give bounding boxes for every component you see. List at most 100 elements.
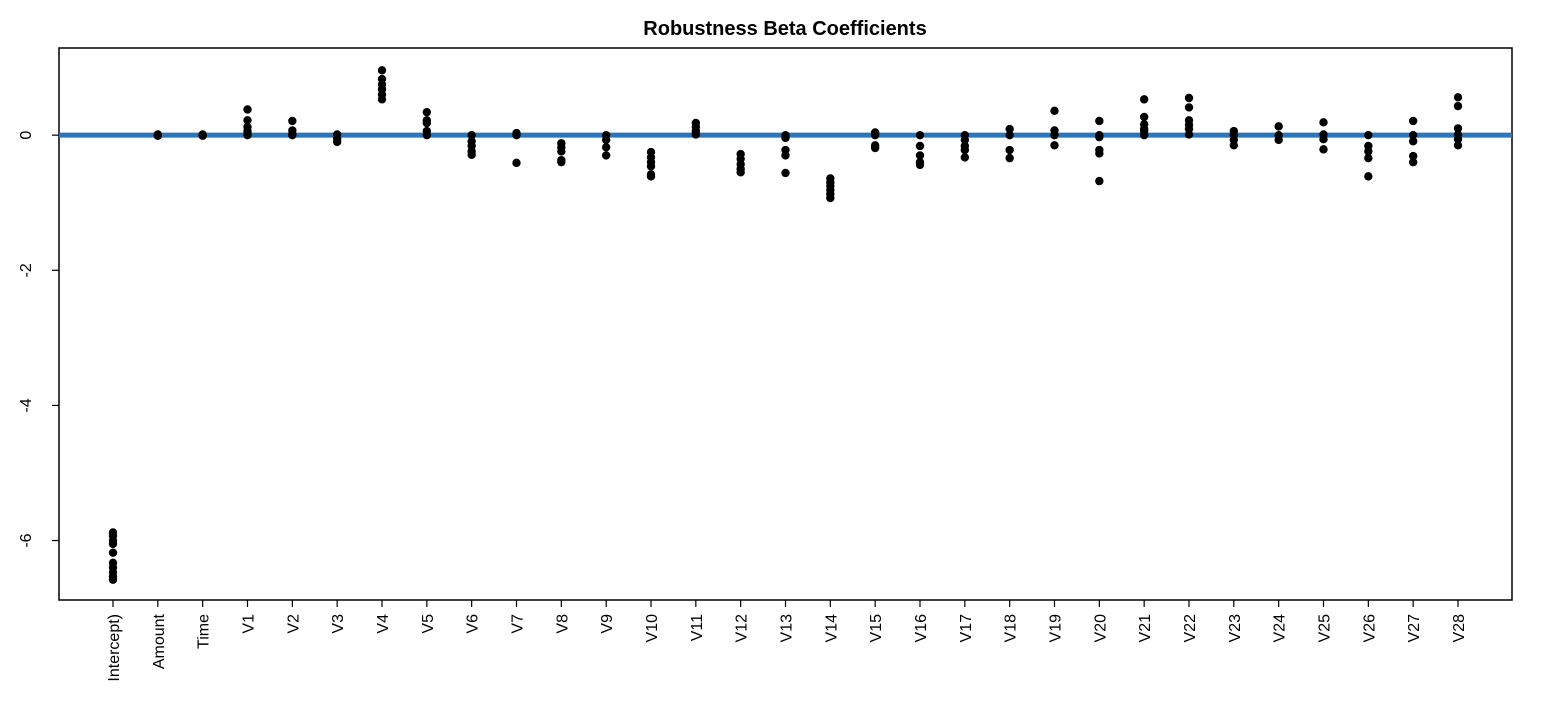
point [1453,124,1463,133]
x-tick-label: V22 [1182,614,1199,643]
point [1095,176,1104,186]
point [1408,130,1418,140]
point [377,95,387,104]
point [198,131,207,141]
point [781,168,790,178]
point [108,548,118,557]
point [1408,151,1418,161]
point [1184,93,1194,103]
point [1005,130,1014,140]
point [1408,137,1418,146]
point [1095,149,1104,158]
point [915,151,925,160]
point [646,162,656,171]
point [781,151,790,160]
x-tick-label: V20 [1092,614,1109,643]
point [1364,153,1373,163]
point [153,131,163,141]
point [422,107,432,117]
point [1139,112,1149,122]
point [915,141,925,151]
point [1005,145,1014,155]
point [1095,132,1104,142]
x-tick-label: V19 [1048,614,1065,643]
point [512,158,521,168]
x-tick-label: V7 [510,614,527,634]
point [1364,172,1373,181]
x-tick-label: V23 [1227,614,1244,643]
y-tick-label: 0 [18,131,35,140]
point [736,168,745,177]
point [108,575,118,584]
x-tick-label: V1 [241,614,258,634]
point [1453,141,1463,150]
point [1453,101,1463,111]
x-tick-label: V24 [1272,614,1289,643]
x-tick-label: V9 [599,614,616,634]
point [915,160,925,170]
y-tick-label: -4 [18,398,35,412]
point [1005,153,1014,163]
x-tick-label: V14 [823,614,840,643]
x-tick-label: V10 [644,614,661,643]
x-tick-label: V6 [465,614,482,634]
x-tick-label: V17 [958,614,975,643]
point [1274,122,1283,131]
point [1184,130,1194,139]
point [1319,145,1328,154]
point [691,130,701,139]
point [108,539,118,549]
chart-title: Robustness Beta Coefficients [643,18,926,40]
x-tick-label: V8 [554,614,571,634]
point [1453,93,1463,102]
point [243,116,252,125]
point [1095,116,1104,126]
point [1005,124,1014,134]
point [1408,157,1418,167]
x-tick-label: V5 [420,614,437,634]
point [1408,116,1418,126]
x-tick-label: V13 [779,614,796,643]
point [646,172,656,181]
point [1050,106,1059,116]
x-tick-label: V3 [330,614,347,634]
point [960,153,970,162]
x-tick-label: V11 [689,614,706,641]
x-tick-label: V27 [1406,614,1423,643]
point [601,143,611,152]
point [422,130,432,140]
x-tick-label: V12 [734,614,751,643]
x-tick-label: Time [196,614,213,649]
point [243,130,252,140]
point [243,105,252,114]
x-tick-label: V28 [1451,614,1468,643]
point [601,135,611,145]
point [1319,135,1328,144]
point [1364,130,1373,140]
x-tick-label: V18 [1003,614,1020,643]
point [1050,141,1059,150]
y-tick-label: -2 [18,263,35,277]
plot-frame [58,47,1513,601]
y-tick-label: -6 [18,533,35,547]
x-tick-label: Amount [151,613,168,669]
point [377,66,387,75]
x-tick-label: V21 [1137,614,1154,643]
point [1184,103,1194,112]
point [1319,118,1328,127]
x-tick-label: V4 [375,614,392,634]
point [870,130,880,140]
x-tick-label: Intercept) [106,614,123,682]
point [288,130,297,140]
point [1229,141,1239,150]
point [915,130,925,140]
point [1453,135,1463,144]
point [826,193,835,203]
point [1274,135,1283,145]
x-tick-label: V25 [1317,614,1334,643]
point [332,137,342,147]
point [1139,130,1149,140]
point [557,147,566,156]
